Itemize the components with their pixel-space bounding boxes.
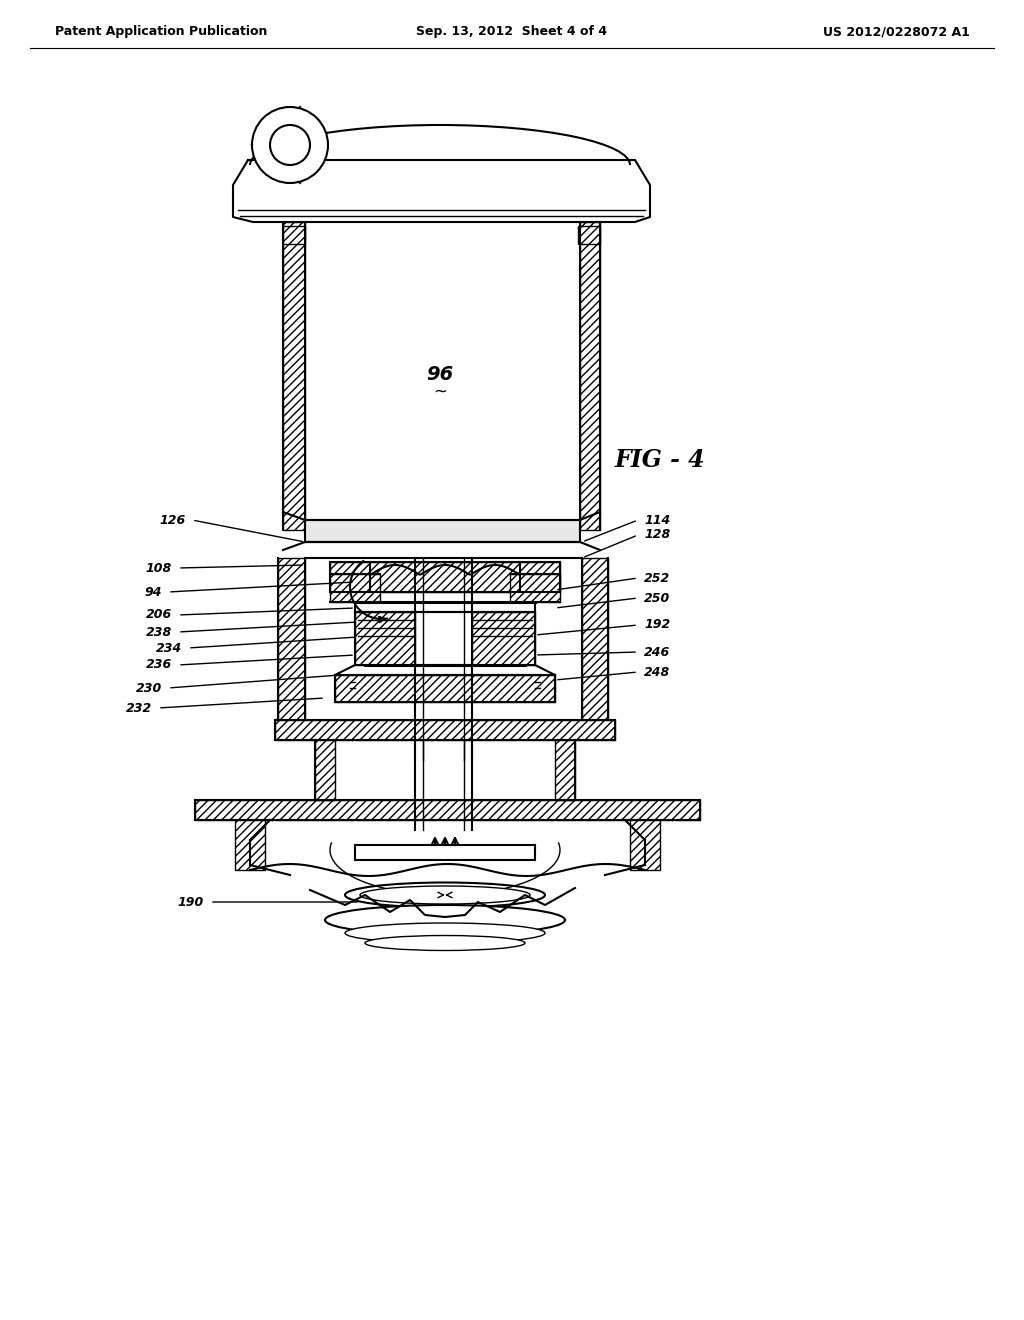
Ellipse shape: [345, 923, 545, 942]
Text: US 2012/0228072 A1: US 2012/0228072 A1: [823, 25, 970, 38]
Ellipse shape: [360, 886, 530, 904]
Text: 128: 128: [644, 528, 671, 541]
Bar: [330, 574, 380, 602]
Bar: [278, 558, 305, 719]
Bar: [283, 226, 305, 244]
Text: 108: 108: [145, 561, 172, 574]
Bar: [234, 820, 265, 870]
Bar: [283, 222, 305, 531]
Bar: [630, 820, 660, 870]
Text: 250: 250: [644, 591, 671, 605]
Text: FIG - 4: FIG - 4: [615, 447, 706, 473]
Text: 232: 232: [126, 701, 152, 714]
Bar: [580, 222, 600, 531]
Text: 238: 238: [145, 626, 172, 639]
Bar: [315, 741, 335, 800]
Bar: [472, 612, 535, 665]
Text: 94: 94: [144, 586, 162, 598]
Text: Sep. 13, 2012  Sheet 4 of 4: Sep. 13, 2012 Sheet 4 of 4: [417, 25, 607, 38]
Text: 248: 248: [644, 665, 671, 678]
Bar: [330, 562, 560, 591]
Text: 252: 252: [644, 572, 671, 585]
Bar: [355, 612, 415, 665]
Circle shape: [252, 107, 328, 183]
Text: 192: 192: [644, 619, 671, 631]
Text: 126: 126: [160, 513, 186, 527]
Text: 190: 190: [178, 895, 204, 908]
Text: ~: ~: [433, 383, 447, 401]
Ellipse shape: [345, 883, 545, 908]
Bar: [578, 226, 600, 244]
Bar: [582, 558, 608, 719]
Circle shape: [270, 125, 310, 165]
Text: 236: 236: [145, 659, 172, 672]
Ellipse shape: [325, 906, 565, 935]
Ellipse shape: [365, 936, 525, 950]
Text: Patent Application Publication: Patent Application Publication: [55, 25, 267, 38]
Bar: [555, 741, 575, 800]
Text: 234: 234: [156, 642, 182, 655]
Bar: [510, 574, 560, 602]
Text: 230: 230: [136, 681, 162, 694]
Bar: [195, 800, 700, 820]
Bar: [335, 675, 555, 702]
Polygon shape: [233, 160, 650, 222]
Text: 114: 114: [644, 513, 671, 527]
Bar: [275, 719, 615, 741]
Bar: [305, 520, 580, 543]
Text: 96: 96: [426, 366, 454, 384]
Text: 206: 206: [145, 609, 172, 622]
Text: 246: 246: [644, 645, 671, 659]
